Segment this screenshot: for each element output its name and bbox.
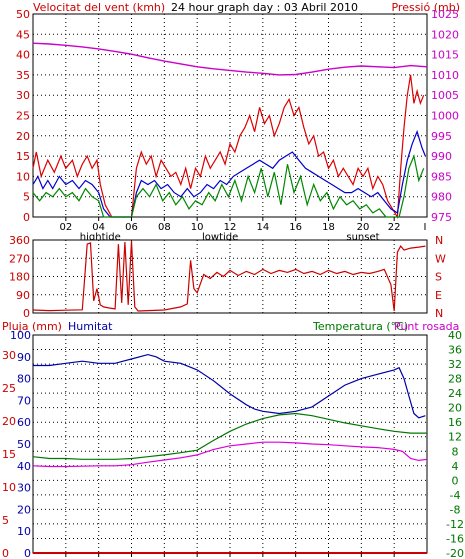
wind-y-tick-label: 30 xyxy=(16,89,30,102)
humidity-y-tick-label: 30 xyxy=(17,482,31,495)
pressure-y-tick-label: 1025 xyxy=(431,8,459,21)
temperature-y-tick-label: -20 xyxy=(446,547,464,559)
humidity-y-tick-label: 20 xyxy=(17,503,31,516)
series-temperature-line xyxy=(32,412,427,460)
temperature-y-tick-label: 0 xyxy=(452,474,459,487)
humidity-axis-title: Humitat xyxy=(68,320,113,333)
compass-label: S xyxy=(435,271,442,284)
p1-x-tick-label: 18 xyxy=(322,222,335,233)
chart-panels: 0510152025303540455097598098599099510001… xyxy=(2,8,464,559)
humidity-y-tick-label: 40 xyxy=(17,460,31,473)
rain-y-tick-label: 15 xyxy=(2,448,16,461)
series-dew_point-line xyxy=(32,441,428,468)
rain-y-tick-label: 25 xyxy=(2,382,16,395)
humidity-y-tick-label: 80 xyxy=(17,373,31,386)
pressure-y-tick-label: 990 xyxy=(431,150,452,163)
temperature-y-tick-label: 28 xyxy=(448,373,462,386)
p1-event-label-hightide: hightide xyxy=(80,232,121,243)
p1-x-tick-label: 12 xyxy=(224,222,237,233)
p1-event-label-lowtide: lowtide xyxy=(202,232,238,243)
rain-y-tick-label: 5 xyxy=(2,514,9,527)
p1-x-tick-label: 22 xyxy=(388,222,401,233)
wind-y-tick-label: 20 xyxy=(16,130,30,143)
direction-y-tick-label: 0 xyxy=(23,307,30,320)
compass-label: E xyxy=(435,289,442,302)
compass-label: N xyxy=(435,307,443,320)
temperature-y-tick-label: -16 xyxy=(446,532,464,545)
pressure-y-tick-label: 995 xyxy=(431,130,452,143)
rain-y-tick-label: 0 xyxy=(2,547,9,559)
humidity-y-tick-label: 70 xyxy=(17,394,31,407)
wind-y-tick-label: 15 xyxy=(16,150,30,163)
humidity-y-tick-label: 100 xyxy=(10,329,31,342)
pressure-y-tick-label: 985 xyxy=(431,170,452,183)
temperature-y-tick-label: 32 xyxy=(448,358,462,371)
series-avg-line xyxy=(32,154,425,218)
temperature-y-tick-label: 8 xyxy=(452,445,459,458)
compass-label: N xyxy=(435,234,443,247)
series-pressure-line xyxy=(32,42,428,76)
temperature-y-tick-label: 16 xyxy=(448,416,462,429)
humidity-y-tick-label: 0 xyxy=(24,547,31,559)
chart-title: 24 hour graph day : 03 Abril 2010 xyxy=(171,1,358,14)
pressure-y-tick-label: 975 xyxy=(431,211,452,224)
pressure-y-tick-label: 1005 xyxy=(431,89,459,102)
temperature-y-tick-label: 40 xyxy=(448,329,462,342)
direction-y-tick-label: 90 xyxy=(16,289,30,302)
p1-x-tick-label: 10 xyxy=(191,222,204,233)
p1-x-tick-label: 14 xyxy=(256,222,269,233)
pressure-y-tick-label: 1010 xyxy=(431,69,459,82)
p1-x-tick-label: 06 xyxy=(125,222,138,233)
temperature-y-tick-label: -4 xyxy=(450,489,461,502)
temperature-y-tick-label: 12 xyxy=(448,431,462,444)
temperature-y-tick-label: -8 xyxy=(450,503,461,516)
pressure-y-tick-label: 980 xyxy=(431,191,452,204)
series-direction-line xyxy=(32,240,426,312)
wind-y-tick-label: 50 xyxy=(16,8,30,21)
temperature-y-tick-label: 36 xyxy=(448,344,462,357)
wind-y-tick-label: 45 xyxy=(16,28,30,41)
wind-speed-axis-title: Velocitat del vent (kmh) xyxy=(33,1,165,14)
p1-x-tick-label: 04 xyxy=(92,222,105,233)
wind-y-tick-label: 25 xyxy=(16,110,30,123)
series-humidity-line xyxy=(33,353,426,419)
p1-x-tick-label: 08 xyxy=(158,222,171,233)
pressure-y-tick-label: 1015 xyxy=(431,49,459,62)
wind-y-tick-label: 35 xyxy=(16,69,30,82)
p1-x-tick-label: 20 xyxy=(357,222,370,233)
wind-y-tick-label: 10 xyxy=(16,170,30,183)
series-speed-line xyxy=(32,129,426,218)
p1-event-label-sunset: sunset xyxy=(346,232,379,243)
temperature-axis-title: Temperatura (°C) xyxy=(312,320,408,333)
rain-y-tick-label: 20 xyxy=(2,415,16,428)
wind-y-tick-label: 0 xyxy=(23,211,30,224)
temperature-y-tick-label: 20 xyxy=(448,402,462,415)
p1-x-tick-label: 02 xyxy=(59,222,72,233)
pressure-y-tick-label: 1000 xyxy=(431,110,459,123)
wind-y-tick-label: 40 xyxy=(16,49,30,62)
humidity-y-tick-label: 90 xyxy=(17,351,31,364)
temperature-y-tick-label: 4 xyxy=(452,460,459,473)
temperature-y-tick-label: -12 xyxy=(446,518,464,531)
series-gust-line xyxy=(32,74,425,219)
rain-y-tick-label: 30 xyxy=(2,349,16,362)
direction-y-tick-label: 360 xyxy=(9,234,30,247)
rain-axis-title: Pluja (mm) xyxy=(2,320,62,333)
temperature-y-tick-label: 24 xyxy=(448,387,462,400)
pressure-axis-title: Pressió (mb) xyxy=(391,1,460,14)
rain-y-tick-label: 10 xyxy=(2,481,16,494)
p1-x-tick-label: 16 xyxy=(289,222,302,233)
humidity-y-tick-label: 60 xyxy=(17,416,31,429)
humidity-y-tick-label: 50 xyxy=(17,438,31,451)
direction-y-tick-label: 270 xyxy=(9,252,30,265)
pressure-y-tick-label: 1020 xyxy=(431,28,459,41)
compass-label: W xyxy=(435,252,446,265)
wind-y-tick-label: 5 xyxy=(23,191,30,204)
humidity-y-tick-label: 10 xyxy=(17,525,31,538)
dew-point-axis-title: Punt rosada xyxy=(394,320,459,333)
direction-y-tick-label: 180 xyxy=(9,271,30,284)
p1-end-marker: I xyxy=(424,222,427,233)
